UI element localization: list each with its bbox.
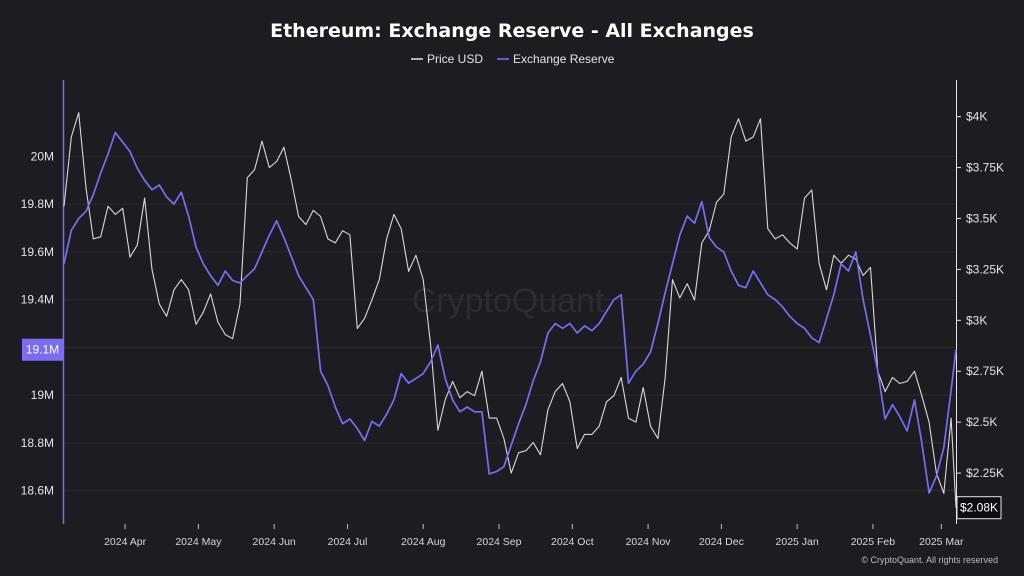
y-right-tick-label: $2.75K — [966, 364, 1004, 378]
y-axis-right: $4K $3.75K $3.5K $3.25K $3K $2.75K $2.5K $2.25K — [956, 110, 1004, 480]
x-tick-label: 2025 Feb — [851, 536, 896, 548]
y-right-tick-label: $2.25K — [966, 466, 1004, 480]
y-right-tick-label: $3.25K — [966, 262, 1004, 276]
y-left-tick-label: 19.8M — [21, 197, 54, 211]
x-tick-label: 2025 Jan — [776, 536, 819, 548]
y-axis-left: 20M 19.8M 19.6M 19.4M 19M 18.8M 18.6M — [21, 149, 54, 497]
series-layer — [63, 112, 957, 508]
x-tick-label: 2024 May — [175, 536, 222, 548]
series-line-price-usd — [63, 112, 957, 508]
x-tick-label: 2025 Mar — [919, 536, 964, 548]
y-left-tick-label: 19M — [31, 388, 54, 402]
x-tick-label: 2024 Jun — [253, 536, 296, 548]
x-tick-label: 2024 Apr — [104, 536, 147, 548]
current-reserve-label: 19.1M — [26, 343, 59, 357]
x-tick-label: 2024 Dec — [699, 536, 744, 548]
grid — [64, 155, 956, 492]
x-tick-label: 2024 Sep — [477, 536, 522, 548]
current-price-flag — [956, 496, 1002, 520]
copyright: © CryptoQuant. All rights reserved — [861, 555, 998, 565]
y-left-tick-label: 19.6M — [21, 245, 54, 259]
y-right-tick-label: $3.5K — [966, 211, 997, 225]
x-tick-label: 2024 Aug — [401, 536, 446, 548]
y-right-tick-label: $3K — [966, 313, 987, 327]
current-value-flags: 19.1M $2.08K — [22, 338, 1002, 520]
y-right-tick-label: $2.5K — [966, 415, 997, 429]
legend: Price USD Exchange Reserve — [411, 52, 615, 66]
watermark: CryptoQuant — [412, 282, 605, 320]
y-right-tick-label: $3.75K — [966, 161, 1004, 175]
x-axis: 2024 Apr 2024 May 2024 Jun 2024 Jul 2024 Aug… — [104, 524, 964, 548]
x-tick-label: 2024 Jul — [328, 536, 368, 548]
y-left-tick-label: 20M — [31, 149, 54, 163]
y-left-tick-label: 19.4M — [21, 293, 54, 307]
y-left-tick-label: 18.6M — [21, 484, 54, 498]
current-reserve-flag — [22, 338, 63, 361]
legend-label-price: Price USD — [427, 52, 483, 66]
x-tick-label: 2024 Nov — [626, 536, 672, 548]
y-right-tick-label: $4K — [966, 110, 987, 124]
y-left-tick-label: 18.8M — [21, 436, 54, 450]
series-line-exchange-reserve — [63, 131, 957, 494]
current-price-label: $2.08K — [960, 501, 998, 515]
x-tick-label: 2024 Oct — [551, 536, 594, 548]
legend-label-reserve: Exchange Reserve — [513, 52, 615, 66]
chart-title: Ethereum: Exchange Reserve - All Exchang… — [270, 20, 754, 42]
